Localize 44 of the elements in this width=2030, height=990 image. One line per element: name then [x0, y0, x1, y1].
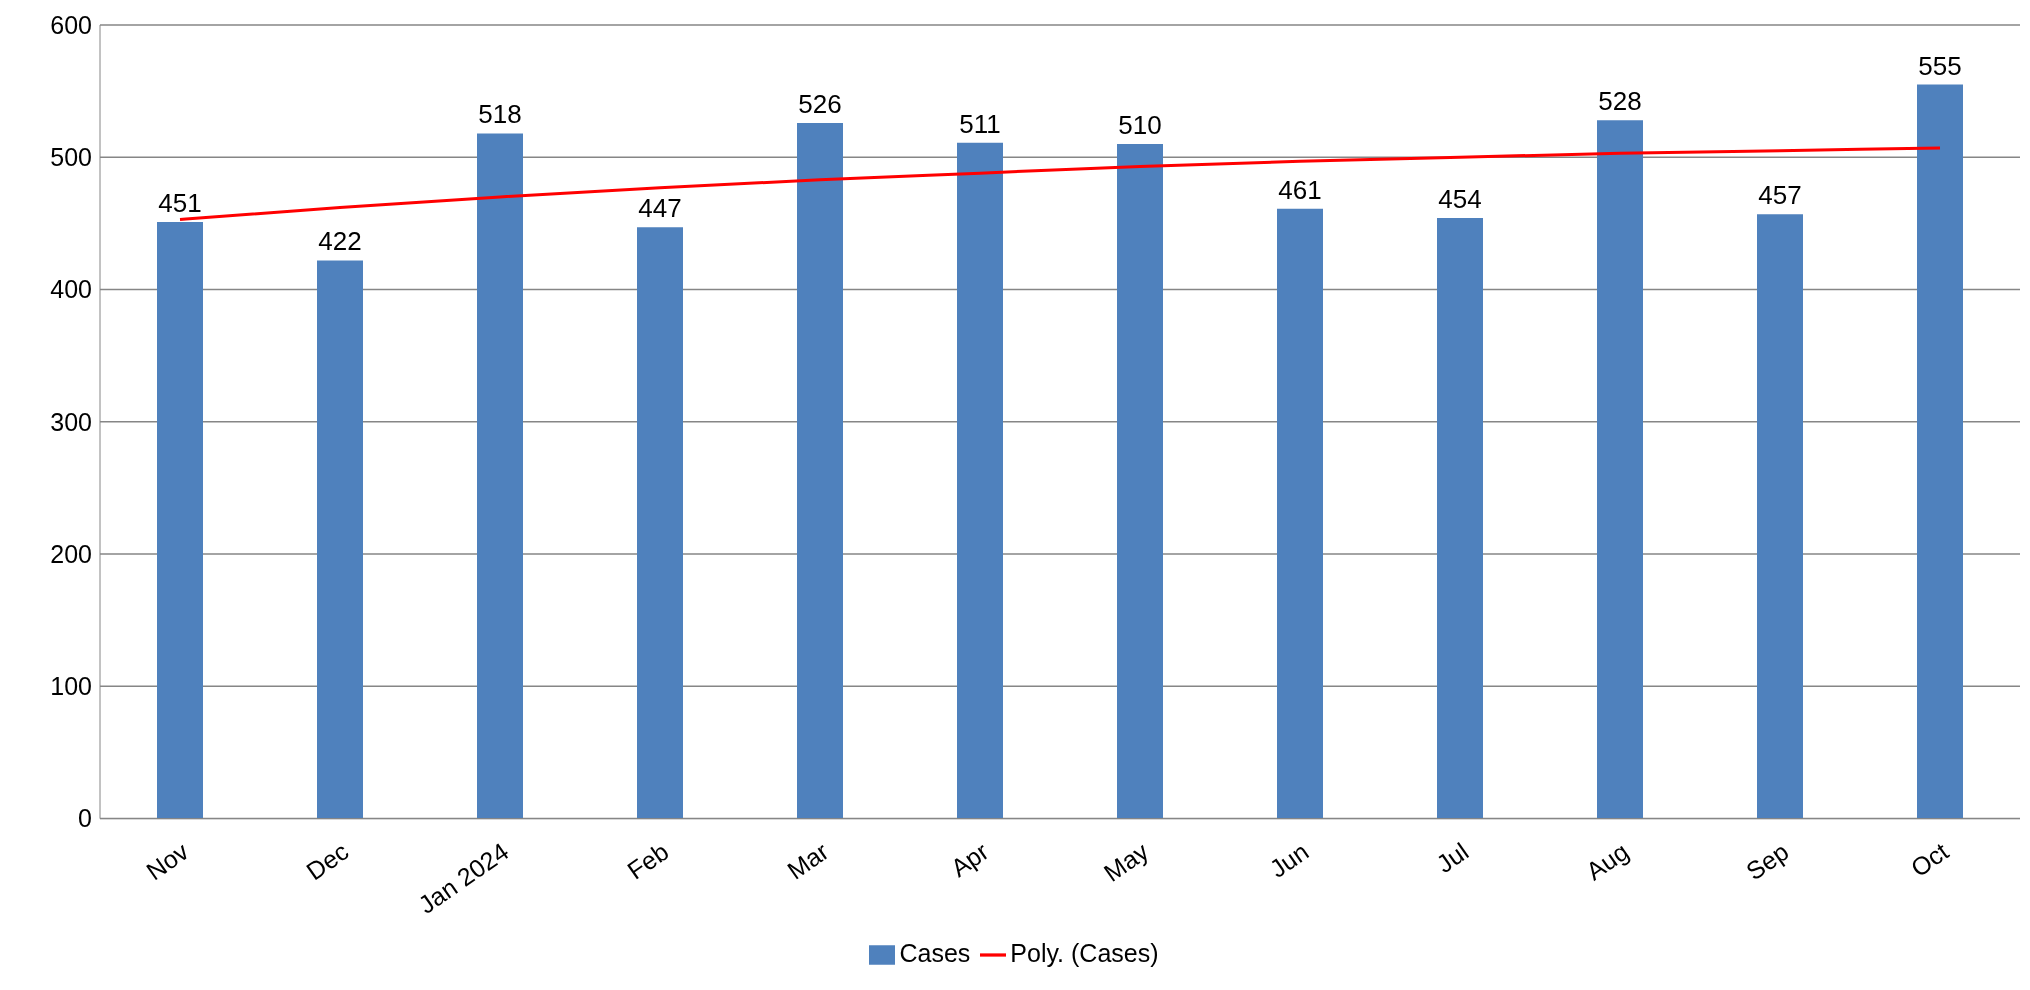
x-tick-label: Sep: [1740, 836, 1794, 886]
x-tick-label: Mar: [782, 836, 834, 885]
x-tick-label: Jul: [1431, 836, 1474, 879]
x-tick-label: Dec: [300, 836, 354, 886]
data-label: 528: [1598, 86, 1642, 117]
y-tick-label: 400: [50, 275, 92, 304]
x-tick-label: May: [1098, 836, 1154, 887]
bar: [1757, 214, 1803, 819]
bar: [1277, 208, 1323, 819]
data-label: 555: [1918, 50, 1962, 81]
bar: [957, 142, 1003, 819]
bar: [157, 222, 203, 819]
y-tick-label: 100: [50, 672, 92, 701]
y-tick-label: 500: [50, 143, 92, 172]
bar: [317, 260, 363, 819]
bar: [1917, 84, 1963, 819]
x-tick-label: Feb: [622, 836, 674, 885]
y-tick-label: 300: [50, 407, 92, 436]
bar: [1437, 218, 1483, 819]
bar: [797, 122, 843, 819]
data-label: 457: [1758, 180, 1802, 211]
bar: [637, 227, 683, 819]
y-tick-label: 600: [50, 10, 92, 39]
data-label: 461: [1278, 174, 1322, 205]
data-label: 447: [638, 193, 682, 224]
data-label: 454: [1438, 184, 1482, 215]
x-tick-label: Aug: [1580, 836, 1634, 886]
data-label: 511: [959, 108, 1001, 139]
data-label: 518: [478, 99, 522, 130]
bar: [1117, 144, 1163, 819]
y-tick-label: 0: [78, 804, 92, 833]
x-tick-label: Oct: [1905, 836, 1954, 883]
x-tick-label: Nov: [140, 836, 194, 886]
x-tick-label: Jun: [1264, 836, 1314, 883]
bar: [1597, 120, 1643, 819]
legend-label: Cases: [899, 938, 971, 967]
legend-label: Poly. (Cases): [1010, 938, 1159, 967]
data-label: 451: [158, 188, 202, 219]
bar: [477, 133, 523, 819]
data-label: 526: [798, 88, 842, 119]
data-label: 510: [1118, 110, 1162, 141]
x-tick-label: Apr: [945, 836, 994, 883]
data-label: 422: [318, 226, 362, 257]
y-tick-label: 200: [50, 539, 92, 568]
